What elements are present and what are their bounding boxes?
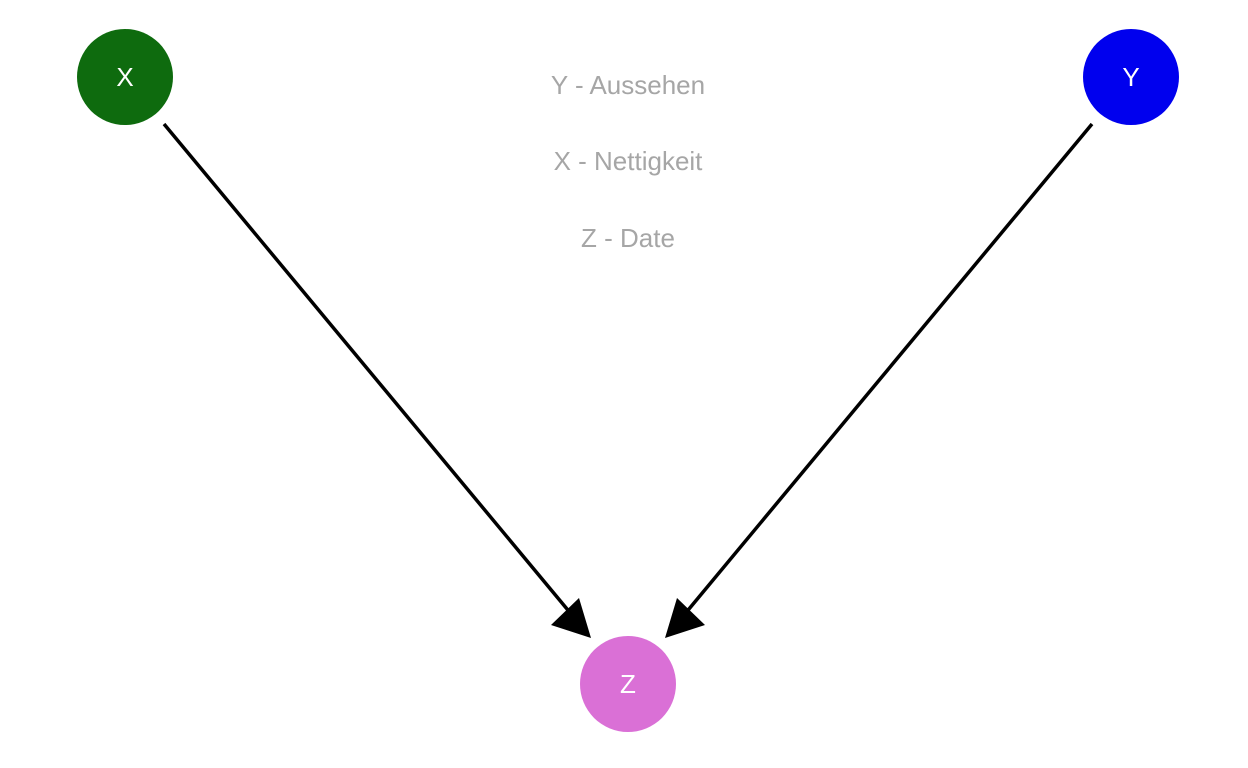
node-z[interactable]: Z bbox=[580, 636, 676, 732]
node-x-label: X bbox=[116, 61, 134, 92]
legend-x-text: X - Nettigkeit bbox=[553, 146, 703, 176]
edge-y-to-z bbox=[682, 122, 1094, 617]
arrowhead-y-to-z bbox=[665, 598, 705, 638]
node-y[interactable]: Y bbox=[1083, 29, 1179, 125]
node-x[interactable]: X bbox=[77, 29, 173, 125]
edge-x-to-z bbox=[162, 122, 574, 617]
legend-y-text: Y - Aussehen bbox=[550, 70, 706, 100]
arrowhead-x-to-z bbox=[551, 598, 591, 638]
legend-z-text: Z - Date bbox=[581, 223, 675, 253]
node-y-label: Y bbox=[1122, 61, 1140, 92]
node-z-label: Z bbox=[620, 668, 636, 699]
